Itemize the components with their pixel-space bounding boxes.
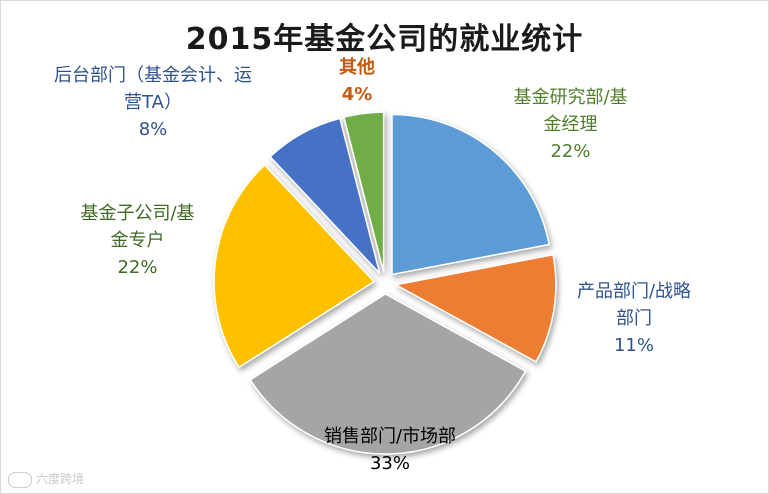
pie-slice-product bbox=[393, 253, 557, 363]
label-subsidiary-line1: 基金子公司/基 bbox=[80, 203, 195, 224]
pie-slice-subsidiary bbox=[213, 163, 376, 369]
pie-slice-sales bbox=[249, 293, 527, 455]
watermark-text: 六度跨境 bbox=[36, 472, 85, 486]
pie-slice-backoffice bbox=[269, 117, 381, 274]
pie-slice-research bbox=[391, 113, 551, 276]
logo-icon bbox=[8, 471, 32, 488]
label-product-line1: 产品部门/战略 bbox=[576, 281, 692, 302]
label-subsidiary-line2: 金专户 bbox=[110, 230, 165, 251]
label-product: 产品部门/战略 部门 11% bbox=[554, 278, 714, 359]
watermark: 六度跨境 bbox=[8, 470, 84, 488]
label-subsidiary: 基金子公司/基 金专户 22% bbox=[50, 200, 225, 281]
label-sales-line1: 销售部门/市场部 bbox=[323, 426, 457, 447]
label-other-line1: 其他 bbox=[339, 57, 375, 78]
label-research: 基金研究部/基 金经理 22% bbox=[478, 84, 663, 165]
label-backoffice-line1: 后台部门（基金会计、运 bbox=[54, 65, 252, 86]
label-research-line1: 基金研究部/基 bbox=[513, 87, 628, 108]
label-backoffice: 后台部门（基金会计、运 营TA） 8% bbox=[28, 62, 278, 143]
label-product-line2: 部门 bbox=[616, 308, 652, 329]
pie-slice-other bbox=[342, 111, 385, 273]
label-research-line2: 金经理 bbox=[543, 114, 598, 135]
chart-title: 2015年基金公司的就业统计 bbox=[185, 22, 584, 57]
label-subsidiary-value: 22% bbox=[117, 257, 158, 278]
label-research-value: 22% bbox=[550, 141, 591, 162]
label-product-value: 11% bbox=[613, 335, 654, 356]
label-sales: 销售部门/市场部 33% bbox=[290, 423, 490, 477]
label-backoffice-value: 8% bbox=[138, 119, 168, 140]
label-backoffice-line2: 营TA） bbox=[124, 92, 182, 113]
label-other-value: 4% bbox=[341, 84, 373, 105]
label-sales-value: 33% bbox=[369, 453, 410, 474]
label-other: 其他 4% bbox=[312, 54, 402, 108]
